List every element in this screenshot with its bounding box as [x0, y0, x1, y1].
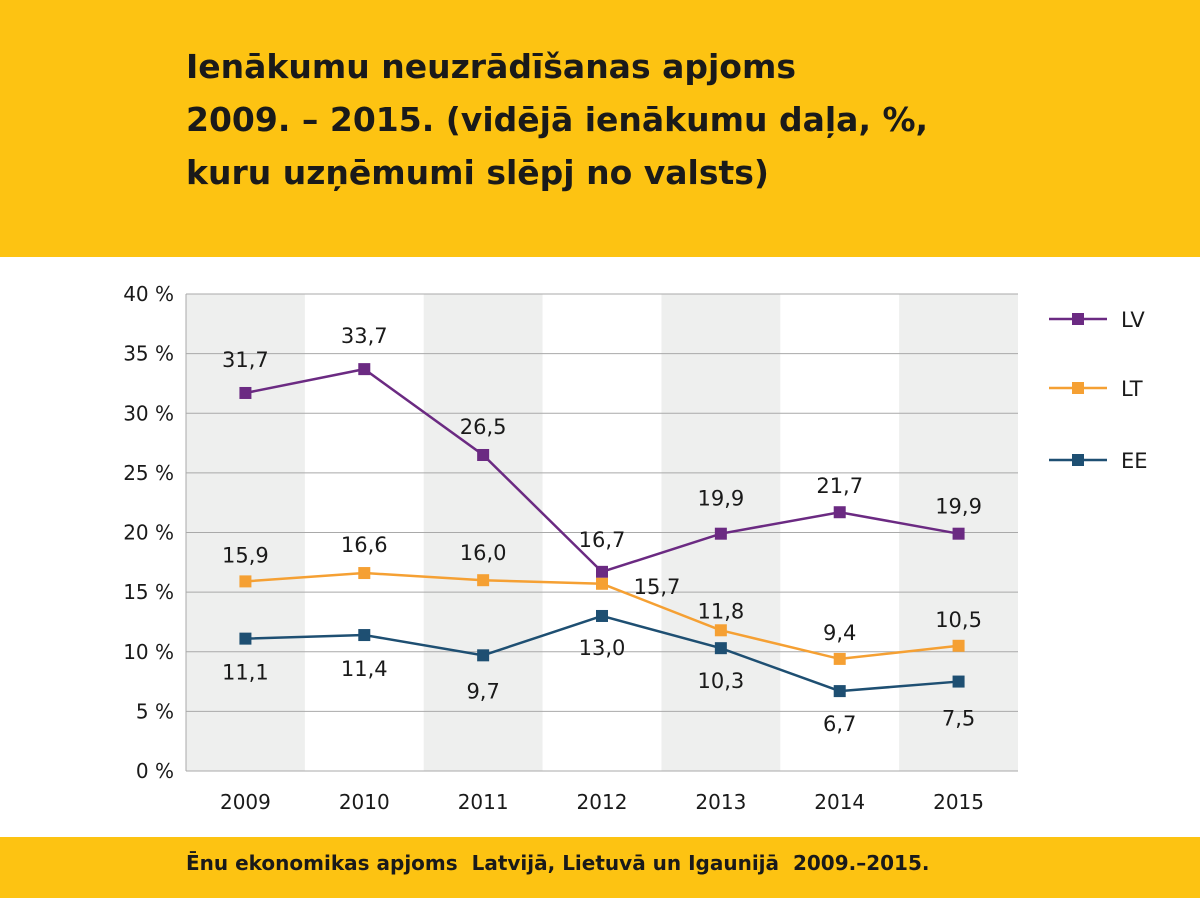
data-label-ee: 13,0	[579, 636, 626, 660]
data-label-lt: 15,9	[222, 543, 269, 567]
chart-title: Ienākumu neuzrādīšanas apjoms 2009. – 20…	[186, 40, 1146, 199]
data-label-lt: 9,4	[823, 621, 856, 645]
y-tick-label: 35 %	[123, 342, 174, 366]
y-tick-label: 10 %	[123, 640, 174, 664]
title-line-2: 2009. – 2015. (vidējā ienākumu daļa, %,	[186, 100, 929, 139]
legend-label-ee: EE	[1121, 449, 1148, 473]
data-label-ee: 6,7	[823, 712, 856, 736]
x-tick-label: 2011	[458, 790, 509, 814]
y-tick-label: 15 %	[123, 580, 174, 604]
legend-marker-lt	[1072, 382, 1084, 394]
data-label-lt: 16,6	[341, 533, 388, 557]
data-label-lv: 26,5	[460, 415, 507, 439]
y-tick-label: 5 %	[136, 699, 174, 723]
data-point-lv	[596, 565, 608, 578]
y-tick-label: 0 %	[136, 759, 174, 783]
data-point-ee	[833, 685, 846, 698]
data-point-lt	[952, 639, 965, 652]
data-label-ee: 11,4	[341, 657, 388, 681]
data-label-lv: 31,7	[222, 348, 269, 372]
data-point-ee	[239, 632, 252, 645]
data-label-lv: 21,7	[816, 474, 863, 498]
data-point-ee	[358, 629, 371, 642]
data-label-ee: 10,3	[697, 669, 744, 693]
data-point-lt	[477, 574, 490, 587]
data-point-lv	[833, 506, 846, 519]
x-tick-label: 2013	[695, 790, 746, 814]
data-point-lv	[239, 386, 252, 399]
data-label-lt: 10,5	[935, 608, 982, 632]
data-label-lv: 33,7	[341, 324, 388, 348]
y-tick-label: 30 %	[123, 401, 174, 425]
y-tick-label: 25 %	[123, 461, 174, 485]
data-label-ee: 7,5	[942, 707, 975, 731]
data-point-lt	[833, 652, 846, 665]
data-point-lv	[358, 363, 371, 376]
data-label-lv: 19,9	[935, 495, 982, 519]
legend-label-lv: LV	[1121, 308, 1145, 332]
x-tick-label: 2014	[814, 790, 865, 814]
data-label-lv: 19,9	[697, 487, 744, 511]
data-label-lt: 15,7	[634, 575, 681, 599]
data-point-lt	[714, 624, 727, 637]
x-tick-label: 2010	[339, 790, 390, 814]
data-point-ee	[477, 649, 490, 662]
footer-band: Ēnu ekonomikas apjoms Latvijā, Lietuvā u…	[0, 837, 1200, 898]
data-point-lt	[596, 577, 608, 590]
data-label-lt: 16,0	[460, 541, 507, 565]
data-point-lt	[239, 575, 252, 588]
data-label-lt: 11,8	[697, 599, 744, 623]
legend-marker-lv	[1072, 313, 1084, 325]
footer-caption: Ēnu ekonomikas apjoms Latvijā, Lietuvā u…	[186, 851, 930, 875]
x-tick-label: 2015	[933, 790, 984, 814]
x-tick-label: 2009	[220, 790, 271, 814]
data-point-lv	[952, 527, 965, 540]
data-label-lv: 16,7	[579, 528, 626, 552]
data-point-ee	[596, 609, 608, 622]
line-chart: 0 % 5 % 10 % 15 % 20 % 25 % 30 % 35 % 40 % 2009 20…	[123, 282, 1148, 814]
data-point-lv	[714, 527, 727, 540]
data-point-ee	[714, 642, 727, 655]
header-band: Ienākumu neuzrādīšanas apjoms 2009. – 20…	[0, 0, 1200, 257]
title-line-3: kuru uzņēmumi slēpj no valsts)	[186, 153, 769, 192]
chart-area: 0 % 5 % 10 % 15 % 20 % 25 % 30 % 35 % 40 % 2009 20…	[0, 257, 1200, 837]
y-tick-label: 20 %	[123, 521, 174, 545]
data-point-lt	[358, 567, 371, 580]
x-tick-label: 2012	[577, 790, 628, 814]
data-point-lv	[477, 448, 490, 461]
data-point-ee	[952, 675, 965, 688]
data-label-ee: 11,1	[222, 661, 269, 685]
title-line-1: Ienākumu neuzrādīšanas apjoms	[186, 47, 796, 86]
data-label-ee: 9,7	[466, 679, 499, 703]
y-tick-label: 40 %	[123, 282, 174, 306]
legend-label-lt: LT	[1121, 377, 1143, 401]
legend-marker-ee	[1072, 454, 1084, 466]
